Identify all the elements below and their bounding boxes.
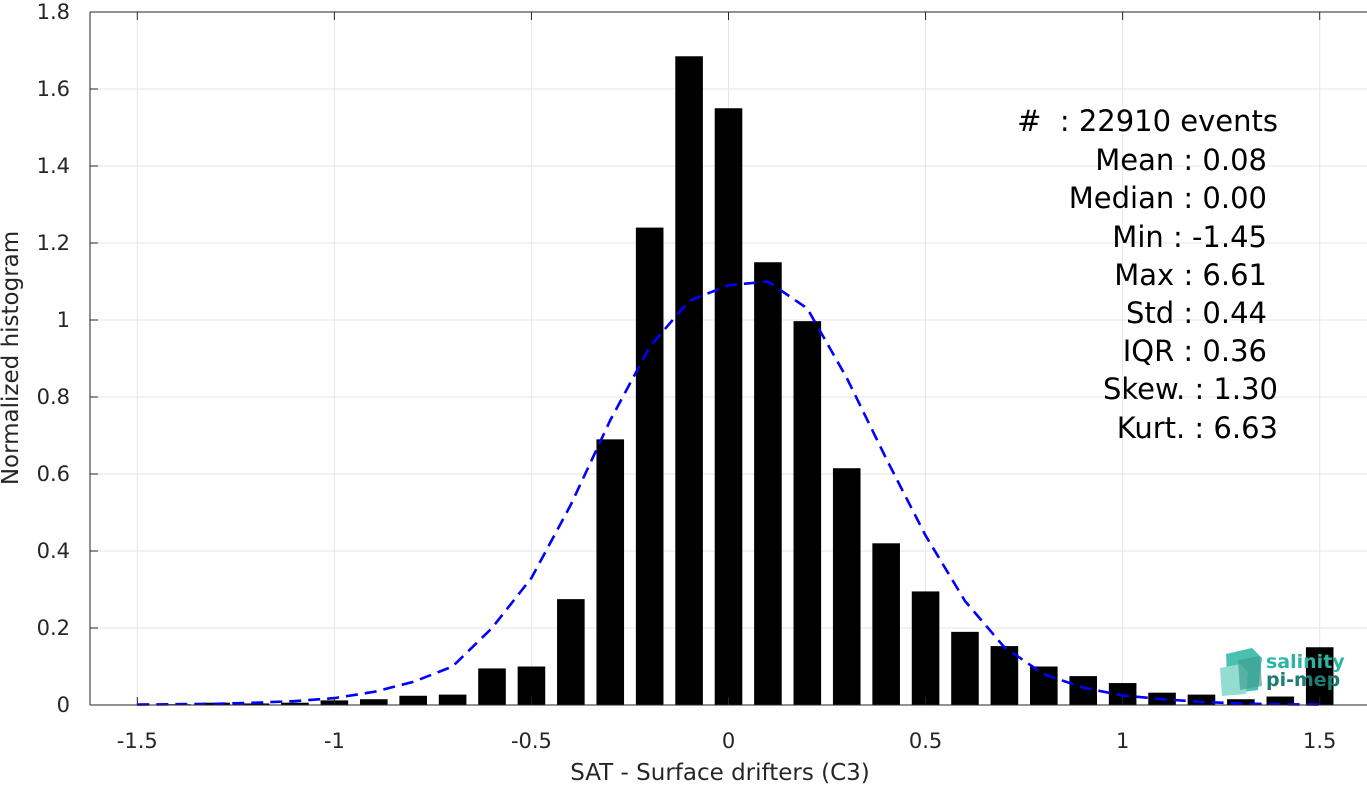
- histogram-bar: [359, 699, 388, 705]
- x-tick-label: -0.5: [511, 729, 552, 753]
- histogram-bar: [478, 668, 506, 705]
- y-axis-label: Normalized histogram: [0, 231, 24, 485]
- histogram-bar: [1030, 666, 1058, 705]
- stat-median: Median : 0.00: [1069, 181, 1267, 215]
- histogram-bars: [123, 56, 1334, 706]
- y-tick-label: 1.8: [37, 0, 70, 24]
- stat-mean: Mean : 0.08: [1095, 143, 1267, 177]
- x-tick-label: 1: [1116, 729, 1129, 753]
- x-tick-label: 0.5: [909, 729, 942, 753]
- histogram-bar: [596, 439, 625, 705]
- x-tick-label: 1.5: [1303, 729, 1336, 753]
- histogram-bar: [911, 591, 940, 705]
- histogram-bar: [241, 703, 270, 705]
- histogram-bar: [832, 468, 861, 705]
- histogram-bar: [793, 321, 822, 705]
- histogram-bar: [281, 702, 309, 705]
- axes: [89, 11, 1367, 706]
- histogram-bar: [714, 108, 743, 705]
- histogram-bar: [1266, 696, 1295, 705]
- y-tick-label: 0: [57, 693, 70, 717]
- y-tick-labels: 0 0.2 0.4 0.6 0.8 1 1.2 1.4 1.6 1.8: [37, 0, 70, 717]
- histogram-bar: [1069, 676, 1098, 705]
- x-tick-label: -1: [324, 729, 345, 753]
- x-tick-labels: -1.5 -1 -0.5 0 0.5 1 1.5: [117, 729, 1337, 753]
- y-tick-label: 0.6: [37, 462, 70, 486]
- histogram-bar: [990, 646, 1019, 705]
- stat-std: Std : 0.44: [1126, 296, 1267, 330]
- y-tick-label: 0.8: [37, 385, 70, 409]
- stat-min: Min : -1.45: [1112, 220, 1267, 254]
- x-tick-label: 0: [722, 729, 735, 753]
- salinity-pimep-logo: salinity pi-mep: [1220, 648, 1345, 696]
- histogram-bar: [1305, 647, 1334, 705]
- statistics-annotation: # : 22910 events Mean : 0.08 Median : 0.…: [1017, 104, 1278, 445]
- stat-iqr: IQR : 0.36: [1123, 334, 1267, 368]
- histogram-bar: [754, 262, 782, 705]
- stat-count: # : 22910 events: [1017, 104, 1278, 138]
- histogram-bar: [635, 227, 664, 705]
- y-tick-label: 1: [57, 308, 70, 332]
- histogram-bar: [872, 543, 900, 705]
- histogram-bar: [1108, 683, 1137, 705]
- y-tick-label: 1.2: [37, 231, 70, 255]
- stat-skew: Skew. : 1.30: [1103, 372, 1278, 406]
- stat-kurt: Kurt. : 6.63: [1117, 411, 1278, 445]
- logo-text-salinity: salinity: [1266, 651, 1345, 673]
- histogram-bar: [675, 56, 703, 705]
- histogram-bar: [438, 694, 467, 705]
- histogram-bar: [1227, 699, 1255, 705]
- histogram-bar: [557, 599, 585, 705]
- logo-text-pimep: pi-mep: [1266, 669, 1340, 691]
- stat-max: Max : 6.61: [1114, 258, 1267, 292]
- x-tick-label: -1.5: [117, 729, 158, 753]
- histogram-bar: [399, 695, 427, 705]
- histogram-bar: [951, 631, 979, 705]
- y-tick-label: 0.4: [37, 539, 70, 563]
- logo-mark-icon: [1220, 648, 1262, 696]
- y-tick-label: 1.6: [37, 77, 70, 101]
- x-axis-label: SAT - Surface drifters (C3): [570, 760, 870, 785]
- y-tick-label: 1.4: [37, 154, 70, 178]
- histogram-bar: [1187, 694, 1216, 705]
- y-tick-label: 0.2: [37, 616, 70, 640]
